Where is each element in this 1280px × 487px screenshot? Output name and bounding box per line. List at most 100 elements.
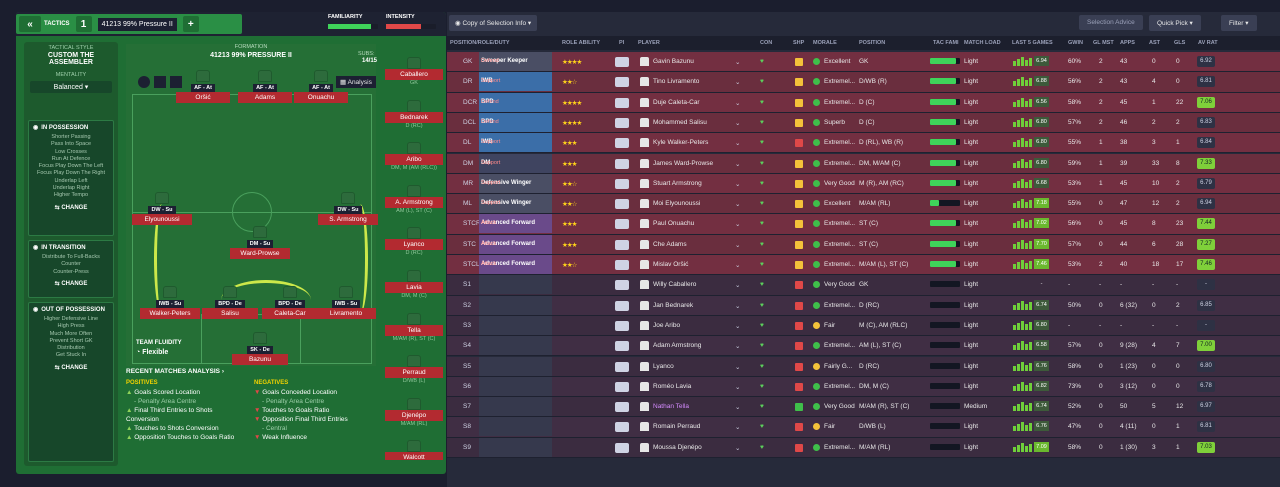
player-name[interactable]: Lyanco <box>653 362 674 370</box>
player-name[interactable]: Gavin Bazunu <box>653 58 694 65</box>
chevron-down-icon[interactable]: ⌄ <box>735 99 741 107</box>
pitch-player[interactable]: AF - At Adams <box>238 70 292 103</box>
chevron-down-icon[interactable]: ⌄ <box>735 363 741 371</box>
change-in-possession-button[interactable]: ⇆ CHANGE <box>54 204 88 211</box>
player-instructions-icon[interactable] <box>615 199 629 210</box>
back-icon[interactable]: « <box>19 16 41 32</box>
in-transition-box[interactable]: ◉ IN TRANSITION Distribute To Full-Backs … <box>28 240 114 298</box>
table-row[interactable]: DCL BPD Defend ★★★★ Mohammed Salisu ⌄ ♥ … <box>447 112 1280 134</box>
player-instructions-icon[interactable] <box>615 117 629 128</box>
chevron-down-icon[interactable]: ⌄ <box>735 444 741 452</box>
player-name[interactable]: Tino Livramento <box>653 78 700 86</box>
player-instructions-icon[interactable] <box>615 178 629 189</box>
role-duty-cell[interactable] <box>479 356 552 376</box>
pitch-player[interactable]: DW - Su Elyounoussi <box>132 192 192 225</box>
col-player[interactable]: PLAYER <box>638 40 660 46</box>
change-out-of-possession-button[interactable]: ⇆ CHANGE <box>54 364 88 371</box>
role-duty-cell[interactable] <box>479 295 552 315</box>
pitch-player[interactable]: BPD - De Salisu <box>202 286 258 319</box>
player-name[interactable]: Mislav Oršić <box>653 261 689 268</box>
player-instructions-icon[interactable] <box>615 239 629 250</box>
sub-player[interactable]: Djenépo M/AM (RL) <box>382 397 446 434</box>
role-duty-cell[interactable]: Defensive Winger Support <box>479 173 552 193</box>
role-duty-cell[interactable]: Advanced Forward Attack <box>479 214 552 234</box>
player-instructions-icon[interactable] <box>615 300 629 311</box>
chevron-down-icon[interactable]: ⌄ <box>735 282 741 290</box>
role-duty-cell[interactable] <box>479 376 552 396</box>
tactical-style-name[interactable]: CUSTOM THE ASSEMBLER <box>47 52 95 66</box>
table-row[interactable]: DR IWB Support ★★☆ Tino Livramento ⌄ ♥ E… <box>447 72 1280 93</box>
filter-button[interactable]: Filter ▾ <box>1221 15 1257 31</box>
col-av-rat[interactable]: AV RAT <box>1198 40 1218 46</box>
sub-player[interactable]: Tella M/AM (R), ST (C) <box>382 312 446 349</box>
in-possession-box[interactable]: ◉ IN POSSESSION Shorter Passing Pass Into… <box>28 120 114 236</box>
col-position-detail[interactable]: POSITION <box>859 40 886 46</box>
col-match-load[interactable]: MATCH LOAD <box>964 40 1001 46</box>
add-tactic-button[interactable]: + <box>182 16 199 32</box>
sub-player[interactable]: Aribo DM, M (AM (RLC)) <box>382 142 446 178</box>
table-row[interactable]: S7 Nathan Tella ⌄ ♥ Very Good M/AM (R), … <box>447 397 1280 418</box>
pitch-player[interactable]: DW - Su S. Armstrong <box>318 192 378 225</box>
chevron-down-icon[interactable]: ⌄ <box>735 79 741 87</box>
role-duty-cell[interactable]: Defensive Winger Support <box>479 194 552 214</box>
player-name[interactable]: Romain Perraud <box>653 423 701 431</box>
role-duty-cell[interactable] <box>479 336 552 356</box>
player-name[interactable]: James Ward-Prowse <box>653 159 714 167</box>
player-name[interactable]: Adam Armstrong <box>653 342 702 350</box>
player-instructions-icon[interactable] <box>615 158 629 169</box>
table-row[interactable]: S3 Joe Aribo ⌄ ♥ Fair M (C), AM (RLC) Li… <box>447 315 1280 337</box>
tactic-selector[interactable]: « TACTICS 1 41213 99% Pressure II + <box>16 14 242 34</box>
table-row[interactable]: GK Sweeper Keeper Defend ★★★★ Gavin Bazu… <box>447 52 1280 73</box>
player-instructions-icon[interactable] <box>615 97 629 108</box>
player-name[interactable]: Paul Onuachu <box>653 220 695 228</box>
col-tac-fami[interactable]: TAC FAMI <box>933 40 959 46</box>
role-duty-cell[interactable] <box>479 437 552 457</box>
chevron-down-icon[interactable]: ⌄ <box>735 180 741 188</box>
sub-player[interactable]: Bednarek D (RC) <box>382 99 446 136</box>
table-row[interactable]: S9 Moussa Djenépo ⌄ ♥ Extremel... M/AM (… <box>447 437 1280 458</box>
col-morale[interactable]: MORALE <box>813 40 837 46</box>
table-row[interactable]: S1 Willy Caballero ⌄ ♥ Very Good GK Ligh… <box>447 275 1280 296</box>
col-position[interactable]: POSITION/ROLE/DUTY <box>450 40 510 46</box>
sub-player[interactable]: Caballero GK <box>382 57 446 93</box>
player-instructions-icon[interactable] <box>615 341 629 352</box>
analysis-title[interactable]: RECENT MATCHES ANALYSIS › <box>126 368 225 375</box>
player-name[interactable]: Duje Caleta-Car <box>653 98 700 106</box>
player-name[interactable]: Roméo Lavia <box>653 382 692 390</box>
pitch-player[interactable]: DM - Su Ward-Prowse <box>230 226 290 259</box>
player-instructions-icon[interactable] <box>615 260 629 270</box>
col-con[interactable]: CON <box>760 40 773 46</box>
player-name[interactable]: Stuart Armstrong <box>653 179 702 187</box>
role-duty-cell[interactable] <box>479 275 552 295</box>
table-row[interactable]: STCR Advanced Forward Attack ★★★ Paul On… <box>447 214 1280 235</box>
table-row[interactable]: DM DM Support ★★★ James Ward-Prowse ⌄ ♥ … <box>447 153 1280 174</box>
col-pi[interactable]: PI <box>619 40 625 46</box>
col-apps[interactable]: APPS <box>1120 40 1135 46</box>
chevron-down-icon[interactable]: ⌄ <box>735 160 741 168</box>
player-instructions-icon[interactable] <box>615 442 629 453</box>
role-duty-cell[interactable]: Advanced Forward Attack <box>479 255 552 274</box>
chevron-down-icon[interactable]: ⌄ <box>735 343 741 351</box>
role-duty-cell[interactable]: IWB Support <box>479 72 552 92</box>
role-duty-cell[interactable] <box>479 315 552 335</box>
sub-player[interactable]: Lyanco D (RC) <box>382 227 446 263</box>
player-instructions-icon[interactable] <box>615 77 629 88</box>
pitch-player[interactable]: AF - At Onuachu <box>294 70 348 103</box>
view-select[interactable]: ◉ Copy of Selection Info ▾ <box>449 15 538 31</box>
chevron-down-icon[interactable]: ⌄ <box>735 424 741 432</box>
tactic-name[interactable]: 41213 99% Pressure II <box>97 17 177 31</box>
role-duty-cell[interactable]: Advanced Forward Attack <box>479 234 552 254</box>
table-row[interactable]: S5 Lyanco ⌄ ♥ Fairly G... D (RC) Light 6… <box>447 356 1280 377</box>
player-name[interactable]: Joe Aribo <box>653 321 681 329</box>
col-gls[interactable]: GLS <box>1174 40 1186 46</box>
player-instructions-icon[interactable] <box>615 361 629 372</box>
table-row[interactable]: S6 Roméo Lavia ⌄ ♥ Extremel... DM, M (C)… <box>447 376 1280 398</box>
player-instructions-icon[interactable] <box>615 320 629 331</box>
col-ast[interactable]: AST <box>1149 40 1160 46</box>
player-name[interactable]: Nathan Tella <box>653 403 690 411</box>
table-row[interactable]: MR Defensive Winger Support ★★☆ Stuart A… <box>447 173 1280 195</box>
pitch-player[interactable]: BPD - De Caleta-Car <box>262 286 318 319</box>
selection-advice-button[interactable]: Selection Advice <box>1079 15 1143 30</box>
player-name[interactable]: Che Adams <box>653 240 687 248</box>
player-name[interactable]: Jan Bednarek <box>653 301 694 309</box>
